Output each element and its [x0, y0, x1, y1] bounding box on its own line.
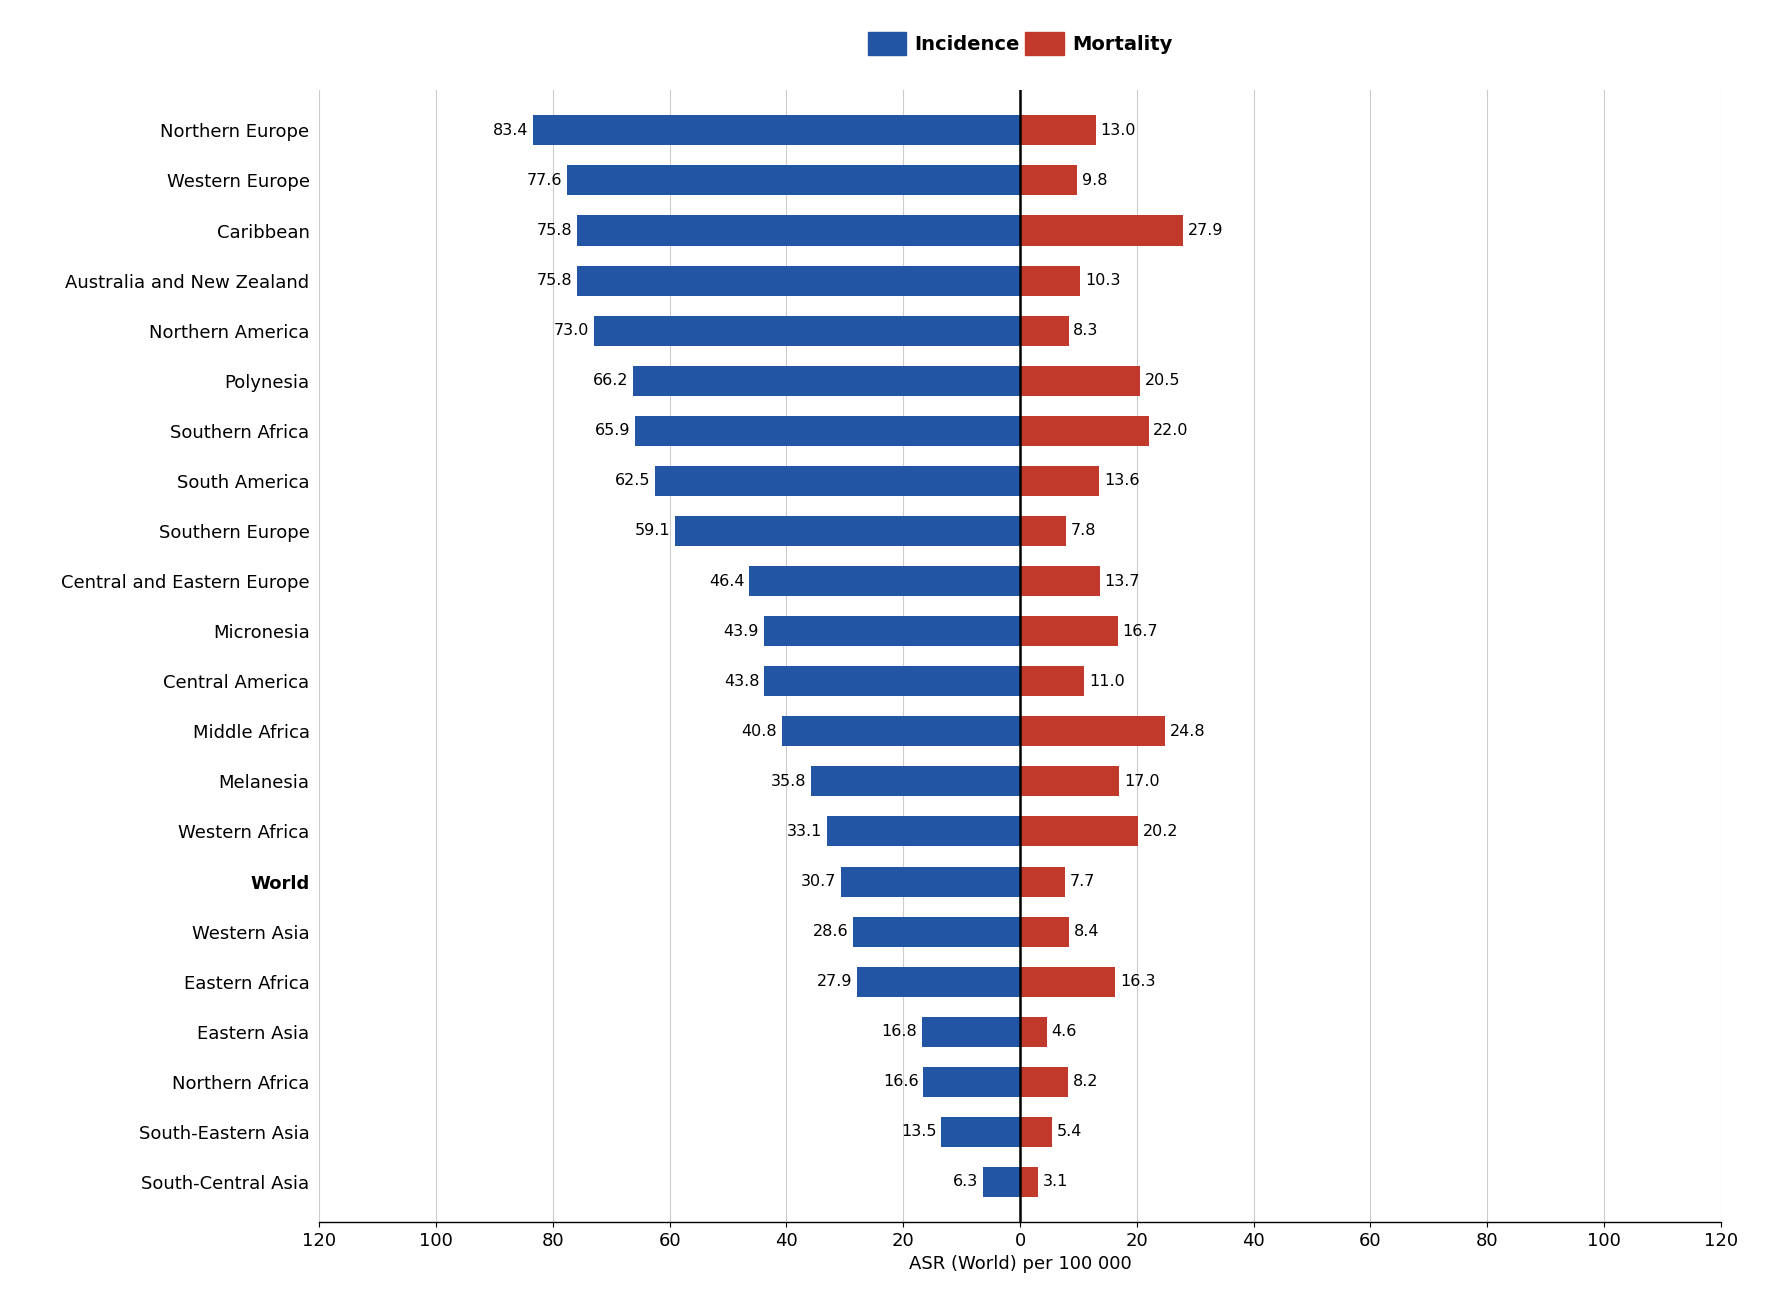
- Text: 8.4: 8.4: [1073, 924, 1099, 939]
- Text: 62.5: 62.5: [615, 473, 651, 489]
- Bar: [941, 1117, 1019, 1147]
- Bar: [594, 316, 1019, 346]
- Text: 13.6: 13.6: [1103, 473, 1138, 489]
- Text: 17.0: 17.0: [1124, 774, 1160, 789]
- Bar: [1019, 1067, 1067, 1096]
- Bar: [1019, 366, 1138, 396]
- Text: 4.6: 4.6: [1051, 1024, 1076, 1040]
- Text: 10.3: 10.3: [1085, 273, 1121, 288]
- Bar: [856, 966, 1019, 997]
- Bar: [1019, 466, 1099, 495]
- Text: 27.9: 27.9: [817, 974, 853, 989]
- Bar: [1019, 1167, 1037, 1197]
- Text: 7.7: 7.7: [1069, 875, 1094, 889]
- Legend: Incidence, Mortality: Incidence, Mortality: [867, 32, 1172, 54]
- Bar: [1019, 1017, 1046, 1046]
- Text: 8.3: 8.3: [1073, 324, 1097, 338]
- Text: 75.8: 75.8: [537, 223, 573, 239]
- Text: 22.0: 22.0: [1152, 423, 1188, 439]
- Bar: [1019, 115, 1096, 146]
- Bar: [1019, 165, 1076, 196]
- Text: 8.2: 8.2: [1073, 1075, 1097, 1089]
- Bar: [654, 466, 1019, 495]
- Bar: [567, 165, 1019, 196]
- Bar: [1019, 316, 1067, 346]
- X-axis label: ASR (World) per 100 000: ASR (World) per 100 000: [908, 1255, 1131, 1273]
- Bar: [782, 716, 1019, 747]
- Text: 16.7: 16.7: [1122, 623, 1158, 639]
- Bar: [1019, 566, 1099, 596]
- Text: 59.1: 59.1: [635, 524, 670, 538]
- Bar: [1019, 867, 1064, 897]
- Bar: [922, 1067, 1019, 1096]
- Bar: [576, 215, 1019, 245]
- Text: 13.7: 13.7: [1105, 574, 1140, 588]
- Text: 9.8: 9.8: [1082, 173, 1106, 188]
- Text: 24.8: 24.8: [1168, 724, 1204, 739]
- Bar: [1019, 917, 1069, 947]
- Text: 73.0: 73.0: [553, 324, 589, 338]
- Bar: [635, 415, 1019, 446]
- Bar: [762, 617, 1019, 646]
- Bar: [982, 1167, 1019, 1197]
- Bar: [764, 666, 1019, 697]
- Text: 20.2: 20.2: [1142, 824, 1177, 839]
- Bar: [1019, 666, 1083, 697]
- Bar: [1019, 766, 1119, 796]
- Bar: [1019, 617, 1117, 646]
- Text: 6.3: 6.3: [952, 1174, 979, 1189]
- Text: 16.8: 16.8: [881, 1024, 917, 1040]
- Text: 43.9: 43.9: [723, 623, 759, 639]
- Text: 27.9: 27.9: [1186, 223, 1222, 239]
- Bar: [532, 115, 1019, 146]
- Text: 35.8: 35.8: [771, 774, 807, 789]
- Text: 16.3: 16.3: [1119, 974, 1154, 989]
- Text: 65.9: 65.9: [594, 423, 629, 439]
- Text: 3.1: 3.1: [1043, 1174, 1067, 1189]
- Bar: [840, 867, 1019, 897]
- Text: 46.4: 46.4: [709, 574, 745, 588]
- Text: 7.8: 7.8: [1069, 524, 1096, 538]
- Text: 75.8: 75.8: [537, 273, 573, 288]
- Bar: [1019, 817, 1136, 846]
- Text: 77.6: 77.6: [527, 173, 562, 188]
- Text: 83.4: 83.4: [493, 123, 528, 138]
- Bar: [922, 1017, 1019, 1046]
- Text: 33.1: 33.1: [785, 824, 821, 839]
- Bar: [633, 366, 1019, 396]
- Bar: [1019, 516, 1066, 546]
- Text: 66.2: 66.2: [592, 373, 628, 388]
- Bar: [674, 516, 1019, 546]
- Bar: [1019, 266, 1080, 295]
- Text: 40.8: 40.8: [741, 724, 777, 739]
- Text: 13.0: 13.0: [1099, 123, 1135, 138]
- Bar: [1019, 716, 1165, 747]
- Text: 11.0: 11.0: [1089, 673, 1124, 689]
- Bar: [1019, 215, 1183, 245]
- Text: 30.7: 30.7: [800, 875, 835, 889]
- Bar: [810, 766, 1019, 796]
- Bar: [1019, 966, 1115, 997]
- Text: 20.5: 20.5: [1144, 373, 1179, 388]
- Bar: [576, 266, 1019, 295]
- Text: 28.6: 28.6: [812, 924, 847, 939]
- Bar: [748, 566, 1019, 596]
- Text: 5.4: 5.4: [1055, 1125, 1082, 1139]
- Text: 16.6: 16.6: [883, 1075, 918, 1089]
- Bar: [826, 817, 1019, 846]
- Bar: [1019, 1117, 1051, 1147]
- Text: 43.8: 43.8: [723, 673, 759, 689]
- Bar: [853, 917, 1019, 947]
- Text: 13.5: 13.5: [901, 1125, 936, 1139]
- Bar: [1019, 415, 1147, 446]
